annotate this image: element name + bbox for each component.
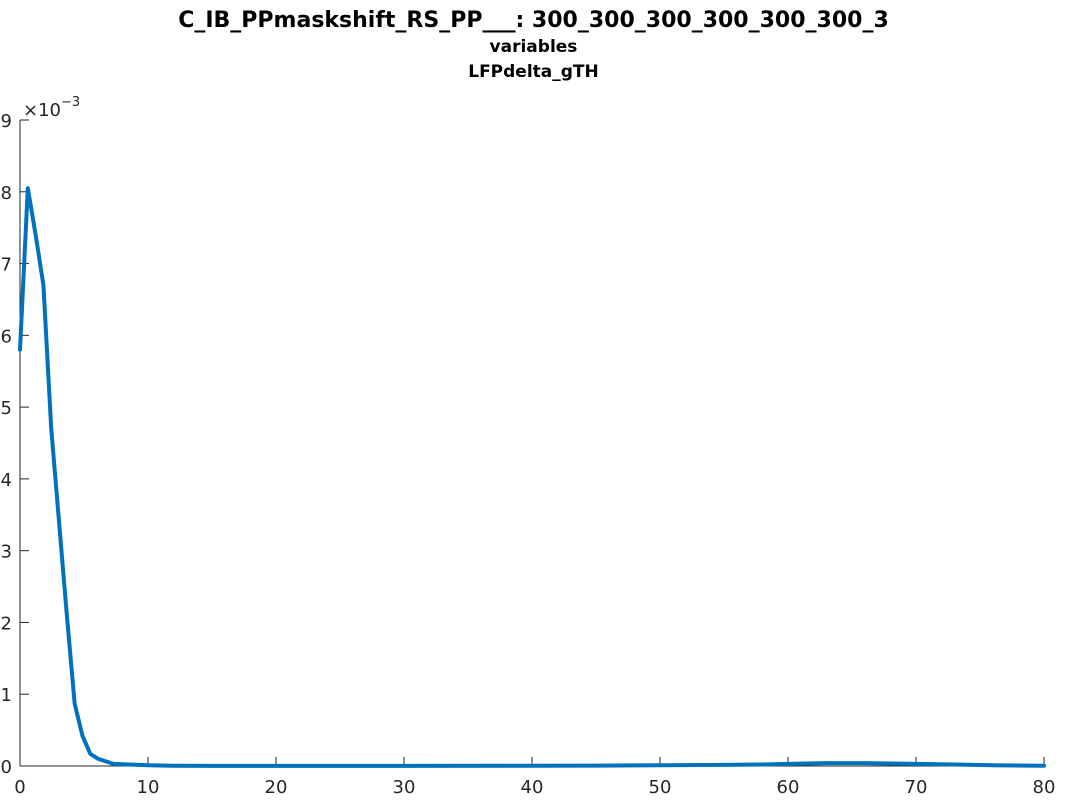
x-tick-label: 0 [14, 777, 25, 798]
series-line [18, 186, 1046, 768]
axes [19, 120, 1044, 767]
y-tick-label: 9 [1, 111, 12, 132]
chart-subtitle: variables [489, 37, 578, 57]
x-tick-label: 60 [777, 777, 800, 798]
y-tick-label: 5 [1, 398, 12, 419]
chart-variable-label: LFPdelta_gTH [468, 62, 599, 82]
y-tick-label: 8 [1, 183, 12, 204]
y-tick-label: 4 [1, 470, 12, 491]
y-exponent-base: ×10 [23, 100, 61, 121]
y-exponent-label: ×10−3 [23, 95, 80, 121]
x-tick-label: 50 [649, 777, 672, 798]
y-tick-label: 2 [1, 613, 12, 634]
x-tick-label: 10 [137, 777, 160, 798]
y-tick-label: 3 [1, 542, 12, 563]
tick-marks [19, 119, 1045, 767]
x-tick-label: 30 [393, 777, 416, 798]
chart-title: C_IB_PPmaskshift_RS_PP___: 300_300_300_3… [178, 8, 889, 33]
x-tick-label: 20 [265, 777, 288, 798]
x-tick-label: 70 [905, 777, 928, 798]
tick-labels: 0 10 20 30 40 50 60 70 80 0 1 2 3 4 5 6 7 8 9 ×10−3 [1, 95, 1056, 798]
y-tick-label: 6 [1, 326, 12, 347]
y-tick-label: 1 [1, 685, 12, 706]
x-tick-label: 80 [1033, 777, 1056, 798]
x-tick-label: 40 [521, 777, 544, 798]
series-group [18, 186, 1046, 768]
y-tick-label: 0 [1, 757, 12, 778]
y-exponent-power: −3 [61, 95, 80, 110]
y-tick-label: 7 [1, 255, 12, 276]
